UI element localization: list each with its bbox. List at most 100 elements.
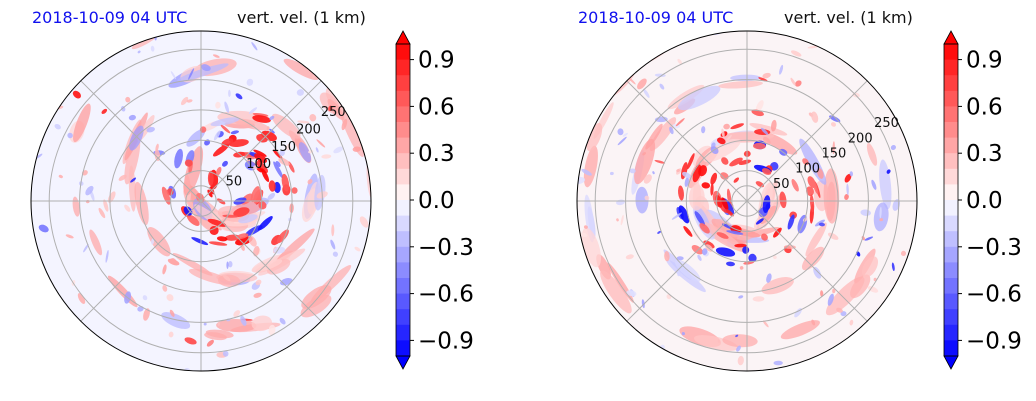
field-cell — [680, 162, 688, 180]
field-cell — [233, 207, 250, 217]
field-cell — [240, 315, 247, 326]
field-cell — [235, 93, 243, 100]
field-cell — [201, 64, 211, 72]
field-band — [210, 117, 240, 127]
field-cell — [760, 127, 769, 135]
field-cell — [581, 168, 592, 176]
field-cell — [209, 225, 219, 236]
field-cell — [622, 132, 628, 137]
field-cell — [752, 296, 765, 302]
field-cell — [253, 189, 263, 204]
field-cell — [98, 207, 106, 219]
radial-tick-label: 200 — [848, 131, 873, 146]
radial-tick-label: 100 — [795, 162, 820, 177]
field-cell — [257, 216, 273, 231]
field-cell — [677, 58, 682, 65]
grid-spoke — [746, 200, 868, 322]
field-cell — [251, 42, 258, 51]
field-cell — [677, 271, 681, 277]
field-cell — [279, 149, 285, 157]
field-cell — [217, 321, 221, 326]
grid-spoke — [626, 200, 748, 322]
field-cell — [31, 175, 32, 180]
field-cell — [236, 233, 249, 240]
colorbar-segment — [944, 278, 958, 294]
field-cell — [701, 182, 711, 189]
field-cell — [849, 319, 854, 326]
colorbar-tick-label: −0.9 — [418, 328, 474, 354]
field-cell — [879, 206, 882, 219]
field-cell — [698, 165, 708, 177]
field-cell — [38, 224, 49, 233]
variable-label: vert. vel. (1 km) — [237, 8, 366, 27]
field-cell — [222, 214, 239, 218]
colorbar-segment — [944, 309, 958, 326]
field-cell — [268, 180, 276, 192]
field-cell — [128, 114, 136, 121]
field-cell — [710, 172, 718, 185]
field-band — [128, 165, 137, 212]
field-cell — [642, 152, 646, 156]
field-cell — [155, 143, 159, 152]
field-cell — [137, 50, 141, 54]
field-cell — [166, 294, 174, 302]
field-cell — [629, 168, 636, 174]
field-cell — [729, 157, 743, 167]
polar-frame — [576, 30, 918, 372]
field-cell — [684, 177, 689, 187]
field-cell — [739, 266, 744, 270]
field-band — [584, 194, 595, 243]
field-band — [134, 181, 149, 226]
field-cell — [840, 311, 847, 317]
field-cell — [773, 360, 783, 366]
field-band — [274, 228, 315, 265]
field-cell — [215, 101, 221, 109]
colorbar-tick-label: −0.3 — [966, 235, 1022, 261]
field-band — [801, 246, 825, 271]
colorbar-segment — [944, 293, 958, 310]
field-cell — [900, 250, 907, 256]
field-cell — [864, 236, 874, 241]
colorbar-segment — [396, 44, 410, 60]
variable-label: vert. vel. (1 km) — [784, 8, 913, 27]
field-cell — [779, 191, 787, 209]
field-cell — [220, 124, 231, 134]
field-band — [238, 214, 258, 224]
colorbar-segment — [944, 168, 958, 185]
field-cell — [844, 173, 852, 183]
grid-spoke — [746, 80, 868, 202]
field-cell — [890, 144, 896, 151]
field-cell — [657, 230, 661, 234]
colorbar-tick-label: 0.6 — [418, 94, 455, 120]
field-cell — [253, 246, 260, 257]
field-cell — [333, 146, 344, 154]
field-band — [693, 335, 739, 351]
field-cell — [207, 189, 213, 198]
colorbar-segment — [396, 309, 410, 326]
field-layer — [577, 31, 917, 371]
field-cell — [65, 234, 74, 239]
radial-tick-label: 50 — [226, 175, 243, 190]
field-cell — [248, 235, 257, 247]
colorbar-segment — [944, 44, 958, 60]
field-cell — [737, 355, 744, 366]
colorbar-segment — [396, 324, 410, 341]
field-cell — [269, 128, 275, 134]
field-cell — [787, 214, 795, 230]
colorbar-segment — [944, 153, 958, 170]
field-band — [319, 31, 341, 37]
field-cell — [143, 308, 150, 321]
field-cell — [253, 292, 262, 298]
grid-spoke — [80, 200, 202, 322]
field-cell — [222, 350, 229, 357]
field-cell — [783, 245, 796, 249]
time-label: 2018-10-09 04 UTC — [578, 8, 734, 27]
field-cell — [836, 307, 843, 313]
colorbar-segment — [944, 262, 958, 279]
field-cell — [790, 77, 796, 86]
field-cell — [169, 309, 175, 317]
field-cell — [328, 105, 333, 112]
field-cell — [909, 255, 914, 260]
colorbar-segment — [944, 90, 958, 107]
field-cell — [726, 261, 735, 267]
